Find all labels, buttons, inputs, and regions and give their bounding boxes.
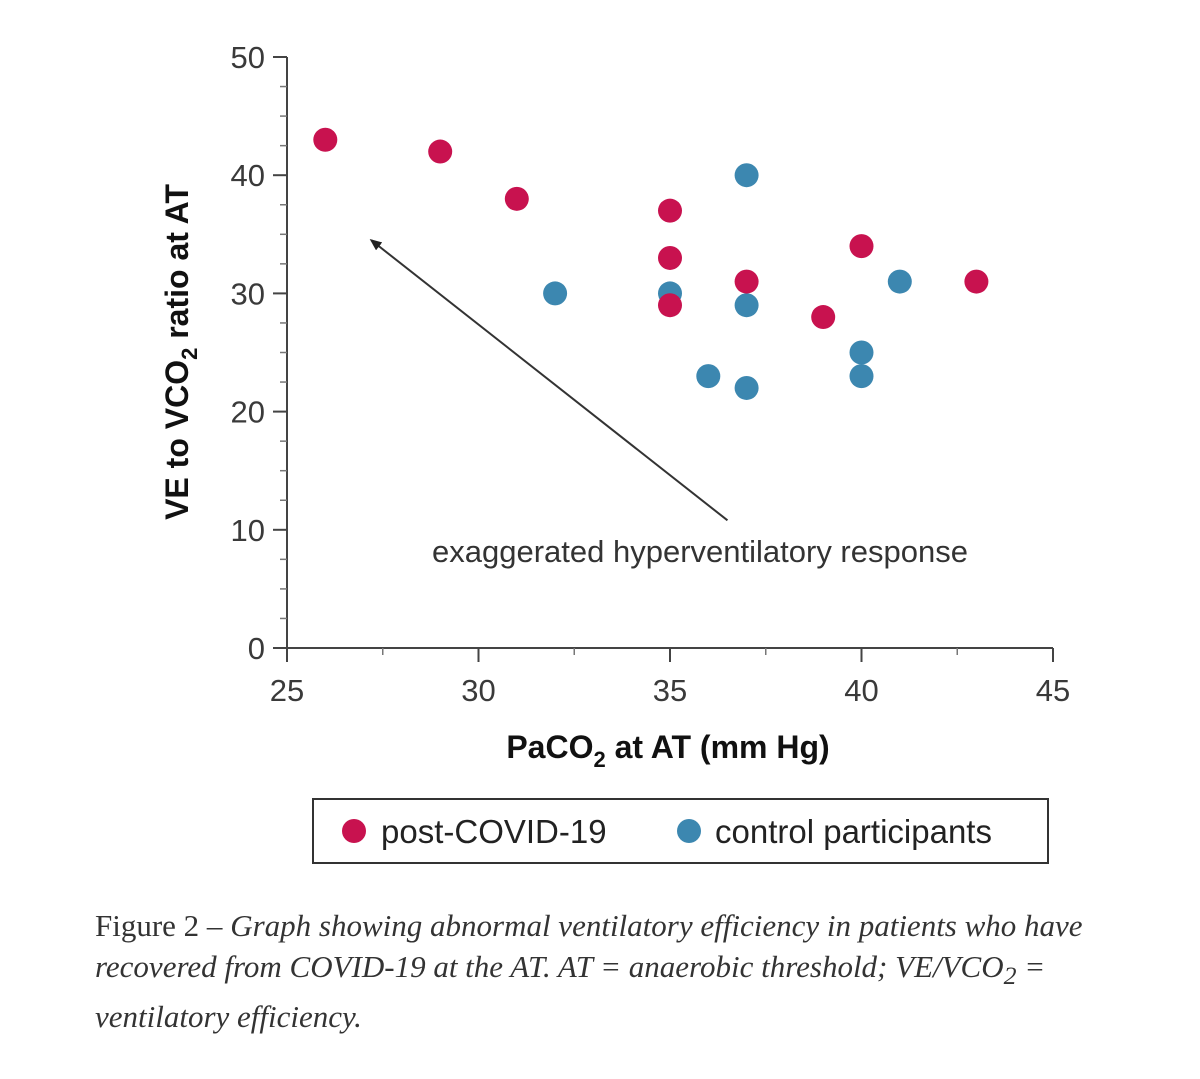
post-covid-point — [964, 269, 989, 294]
x-tick-label: 35 — [653, 673, 687, 708]
legend-box — [312, 798, 1049, 864]
x-tick-label: 25 — [270, 673, 304, 708]
data-points — [313, 127, 989, 400]
scatter-chart: 0 10 20 30 40 50 25 30 35 40 45 exaggerated hyperv… — [159, 40, 1071, 864]
post-covid-point — [313, 127, 338, 152]
caption-label: Figure 2 – — [95, 908, 231, 943]
control-point — [887, 269, 912, 294]
caption-subscript: 2 — [1003, 961, 1017, 991]
legend: post-COVID-19 control participants — [312, 798, 1049, 864]
y-tick-label: 50 — [231, 40, 265, 75]
y-axis-title: VE to VCO2 ratio at AT — [159, 184, 202, 520]
x-tick-label: 45 — [1036, 673, 1070, 708]
control-point — [734, 293, 759, 318]
post-covid-point — [428, 139, 453, 164]
x-tick-label: 40 — [844, 673, 878, 708]
control-point — [849, 340, 874, 365]
legend-label-control: control participants — [715, 813, 992, 850]
y-tick-label: 20 — [231, 395, 265, 430]
y-tick-label: 30 — [231, 276, 265, 311]
post-covid-point — [734, 269, 759, 294]
post-covid-point — [658, 245, 682, 270]
annotation-arrow — [369, 238, 729, 522]
post-covid-point — [849, 234, 874, 259]
y-tick-label: 40 — [231, 158, 265, 193]
legend-marker-post-covid — [342, 819, 366, 843]
post-covid-point — [658, 198, 682, 223]
x-tick-label: 30 — [461, 673, 495, 708]
x-axis-title: PaCO2 at AT (mm Hg) — [506, 729, 829, 772]
caption-text-1: Graph showing abnormal ventilatory effic… — [95, 908, 1083, 984]
figure-caption: Figure 2 – Graph showing abnormal ventil… — [95, 905, 1175, 1037]
annotation-text: exaggerated hyperventilatory response — [432, 534, 968, 569]
caption-text-2: = ventilatory efficiency. — [95, 949, 1046, 1035]
post-covid-point — [504, 186, 529, 211]
control-point — [543, 281, 568, 306]
legend-label-post-covid: post-COVID-19 — [381, 813, 607, 850]
control-point — [696, 364, 721, 389]
y-tick-label: 0 — [248, 631, 265, 666]
legend-marker-control — [677, 819, 701, 843]
control-point — [734, 163, 759, 188]
axis-ticks: 0 10 20 30 40 50 25 30 35 40 45 — [231, 40, 1071, 708]
control-point — [734, 375, 759, 400]
y-tick-label: 10 — [231, 513, 265, 548]
post-covid-point — [811, 305, 836, 330]
control-point — [849, 364, 874, 389]
post-covid-point — [658, 293, 682, 318]
